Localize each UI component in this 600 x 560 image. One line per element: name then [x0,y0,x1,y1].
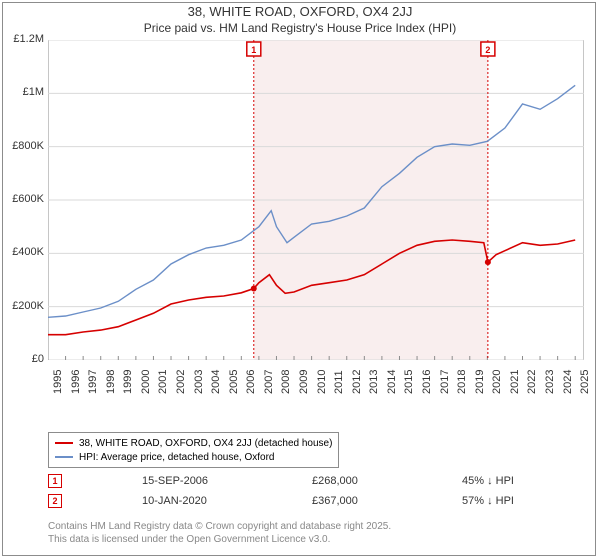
outer-frame [2,2,596,556]
chart-container: 38, WHITE ROAD, OXFORD, OX4 2JJ Price pa… [0,0,600,560]
